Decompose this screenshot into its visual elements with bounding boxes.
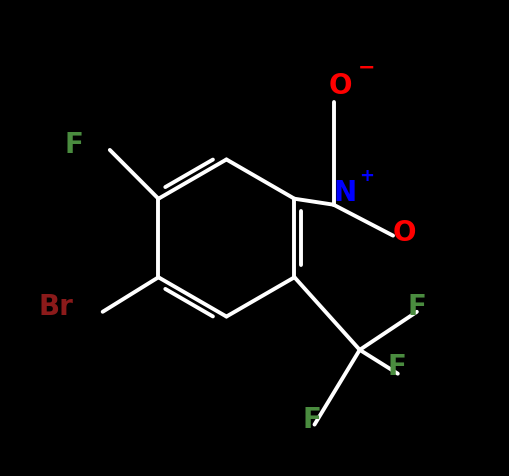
- Text: −: −: [357, 58, 374, 78]
- Text: +: +: [358, 167, 373, 185]
- Text: O: O: [328, 72, 352, 99]
- Text: O: O: [392, 219, 416, 247]
- Text: N: N: [333, 179, 356, 207]
- Text: F: F: [407, 293, 426, 321]
- Text: F: F: [386, 353, 405, 380]
- Text: Br: Br: [38, 293, 73, 321]
- Text: F: F: [302, 406, 321, 434]
- Text: F: F: [65, 131, 83, 159]
